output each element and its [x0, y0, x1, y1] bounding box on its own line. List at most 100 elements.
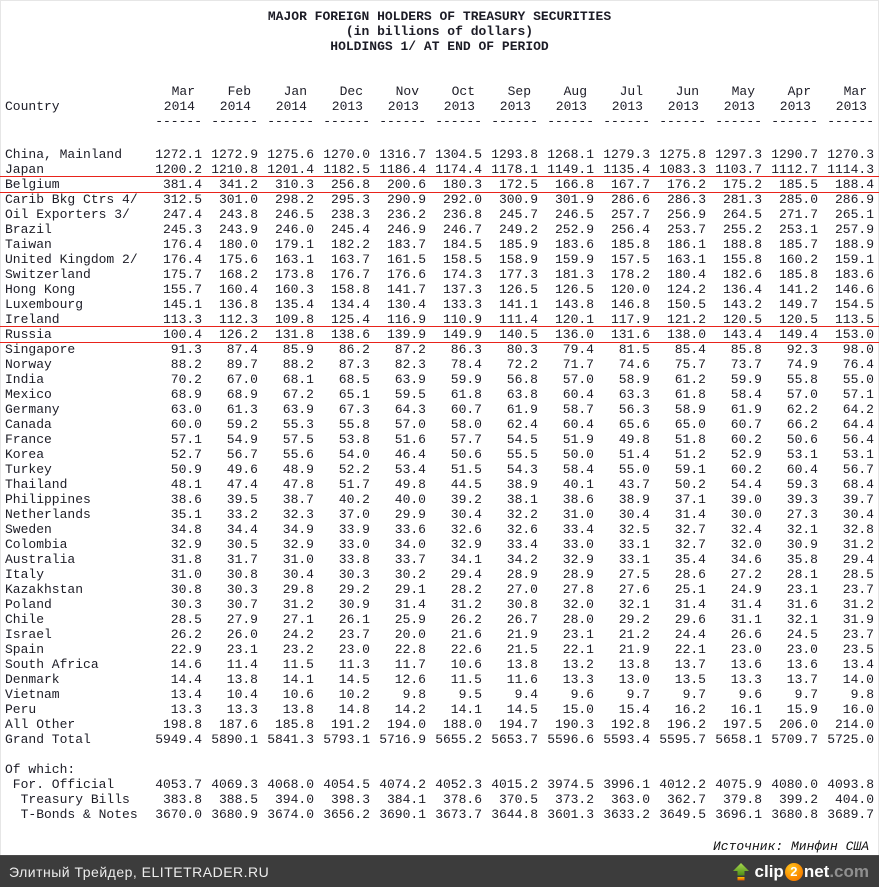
- value-cell: Oct: [451, 84, 475, 99]
- value-cell: 120.5: [722, 312, 762, 327]
- value-cell: 64.4: [842, 417, 874, 432]
- table-row: Netherlands 35.1 33.2 32.3 37.0 29.9 30.4 32.2 3…: [0, 507, 879, 522]
- value-cell: 1275.8: [659, 147, 706, 162]
- value-cell: 40.2: [338, 492, 370, 507]
- table-row: Oil Exporters 3/247.4 243.8 246.5 238.3 236.…: [0, 207, 879, 222]
- value-cell: 51.6: [394, 432, 426, 447]
- value-cell: 167.7: [610, 177, 650, 192]
- value-cell: 172.5: [498, 177, 538, 192]
- country-cell: India: [5, 372, 45, 387]
- value-cell: 38.9: [618, 492, 650, 507]
- country-cell: All Other: [5, 717, 76, 732]
- country-cell: Poland: [5, 597, 52, 612]
- of-which-row: T-Bonds & Notes 3670.0 3680.9 3674.0 3656.2 3…: [0, 807, 879, 822]
- value-cell: 4012.2: [659, 777, 706, 792]
- value-cell: May: [731, 84, 755, 99]
- value-cell: 54.0: [338, 447, 370, 462]
- value-cell: 54.9: [226, 432, 258, 447]
- report-title-block: MAJOR FOREIGN HOLDERS OF TREASURY SECURI…: [0, 0, 879, 54]
- value-cell: 173.8: [274, 267, 314, 282]
- value-cell: 149.9: [442, 327, 482, 342]
- value-cell: 252.9: [554, 222, 594, 237]
- value-cell: 31.0: [562, 507, 594, 522]
- logo-suffix: .com: [829, 861, 869, 881]
- value-cell: 3644.8: [491, 807, 538, 822]
- value-cell: 64.3: [394, 402, 426, 417]
- value-cell: 31.2: [450, 597, 482, 612]
- value-cell: 34.2: [506, 552, 538, 567]
- value-cell: 4053.7: [155, 777, 202, 792]
- value-cell: 30.8: [506, 597, 538, 612]
- upload-arrow-icon: [732, 862, 749, 880]
- country-cell: Japan: [5, 162, 45, 177]
- value-cell: 159.1: [834, 252, 874, 267]
- value-cell: 57.0: [394, 417, 426, 432]
- value-cell: 50.2: [674, 477, 706, 492]
- value-cell: 63.3: [618, 387, 650, 402]
- value-cell: 159.9: [554, 252, 594, 267]
- value-cell: 38.7: [282, 492, 314, 507]
- value-cell: 49.8: [394, 477, 426, 492]
- value-cell: 50.6: [450, 447, 482, 462]
- table-row: Germany 63.0 61.3 63.9 67.3 64.3 60.7 61.9 58.7 5…: [0, 402, 879, 417]
- value-cell: 32.6: [450, 522, 482, 537]
- value-cell: 137.3: [442, 282, 482, 297]
- value-cell: 236.8: [442, 207, 482, 222]
- value-cell: 20.0: [394, 627, 426, 642]
- value-cell: 58.7: [562, 402, 594, 417]
- value-cell: 61.3: [226, 402, 258, 417]
- value-cell: 4052.3: [435, 777, 482, 792]
- value-cell: 11.5: [282, 657, 314, 672]
- table-row: Carib Bkg Ctrs 4/312.5 301.0 298.2 295.3 290…: [0, 192, 879, 207]
- value-cell: 75.7: [674, 357, 706, 372]
- value-cell: 176.4: [162, 252, 202, 267]
- value-cell: 12.6: [394, 672, 426, 687]
- value-cell: 30.9: [786, 537, 818, 552]
- value-cell: 146.8: [610, 297, 650, 312]
- table-row: All Other 198.8 187.6 185.8 191.2 194.0 188.0 1…: [0, 717, 879, 732]
- value-cell: 34.0: [394, 537, 426, 552]
- value-cell: 2013: [443, 99, 475, 114]
- value-cell: 11.6: [506, 672, 538, 687]
- value-cell: 301.9: [554, 192, 594, 207]
- value-cell: 35.4: [674, 552, 706, 567]
- value-cell: ------: [379, 114, 426, 129]
- country-cell: Oil Exporters 3/: [5, 207, 130, 222]
- value-cell: 9.6: [738, 687, 762, 702]
- value-cell: 188.8: [722, 237, 762, 252]
- value-cell: 22.1: [562, 642, 594, 657]
- table-row: Thailand 48.1 47.4 47.8 51.7 49.8 44.5 38.9 40.1…: [0, 477, 879, 492]
- value-cell: 30.8: [170, 582, 202, 597]
- value-cell: 13.0: [618, 672, 650, 687]
- value-cell: 30.4: [450, 507, 482, 522]
- value-cell: 86.2: [338, 342, 370, 357]
- value-cell: 31.2: [842, 597, 874, 612]
- value-cell: 39.2: [450, 492, 482, 507]
- value-cell: 39.3: [786, 492, 818, 507]
- value-cell: 48.1: [170, 477, 202, 492]
- country-cell: Switzerland: [5, 267, 91, 282]
- country-cell: Germany: [5, 402, 60, 417]
- value-cell: 1135.4: [603, 162, 650, 177]
- country-cell: Taiwan: [5, 237, 52, 252]
- country-cell: Carib Bkg Ctrs 4/: [5, 192, 138, 207]
- value-cell: 9.7: [794, 687, 818, 702]
- value-cell: 183.6: [554, 237, 594, 252]
- value-cell: 25.1: [674, 582, 706, 597]
- value-cell: 14.2: [394, 702, 426, 717]
- value-cell: 13.7: [674, 657, 706, 672]
- value-cell: 185.8: [610, 237, 650, 252]
- value-cell: 2013: [835, 99, 867, 114]
- value-cell: 206.0: [778, 717, 818, 732]
- value-cell: 160.3: [274, 282, 314, 297]
- value-cell: 54.4: [730, 477, 762, 492]
- value-cell: 4069.3: [211, 777, 258, 792]
- value-cell: 145.1: [162, 297, 202, 312]
- value-cell: 59.9: [730, 372, 762, 387]
- value-cell: 246.5: [274, 207, 314, 222]
- value-cell: 55.0: [842, 372, 874, 387]
- value-cell: 155.8: [722, 252, 762, 267]
- value-cell: 180.4: [666, 267, 706, 282]
- value-cell: 29.4: [450, 567, 482, 582]
- value-cell: 14.4: [170, 672, 202, 687]
